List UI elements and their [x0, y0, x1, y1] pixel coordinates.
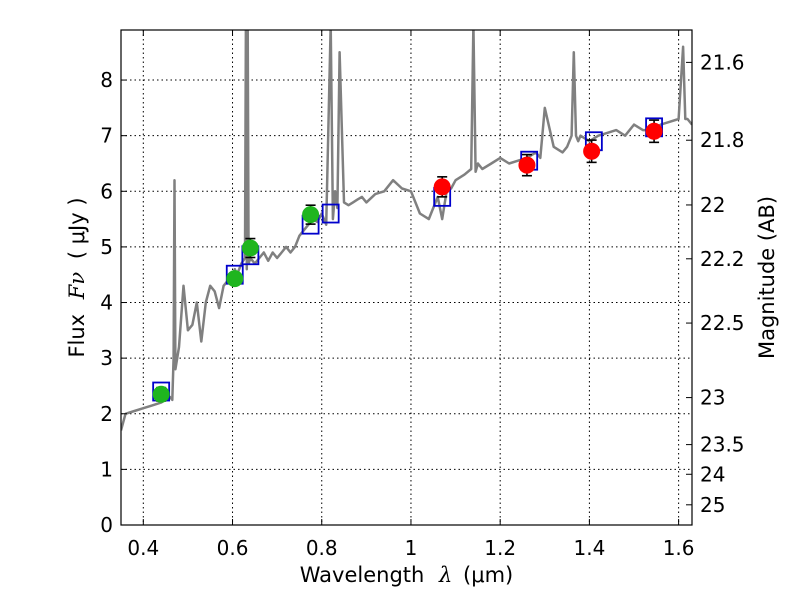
y-axis-label-symbol: Fν [65, 272, 89, 301]
x-tick-label: 0.6 [217, 536, 249, 560]
x-tick-label: 1 [405, 536, 418, 560]
y2-tick-label: 25 [700, 493, 725, 517]
x-tick-label: 1.2 [484, 536, 516, 560]
y-axis-label: Flux Fν ( μJy ) [65, 197, 89, 357]
y-tick-label: 5 [100, 235, 113, 259]
y2-tick-label: 21.6 [700, 50, 745, 74]
y2-tick-label: 22 [700, 193, 725, 217]
y-tick-label: 3 [100, 346, 113, 370]
x-axis-label-text: Wavelength [300, 563, 425, 587]
y-axis-label-text: Flux [65, 314, 89, 358]
optical-data-point [152, 385, 170, 403]
y-tick-label: 2 [100, 402, 113, 426]
x-tick-label: 0.8 [306, 536, 338, 560]
infrared-data-point [583, 142, 601, 160]
x-tick-label: 1.6 [663, 536, 695, 560]
x-tick-label: 1.4 [573, 536, 605, 560]
optical-data-point [302, 206, 320, 224]
y-tick-label: 1 [100, 457, 113, 481]
y2-tick-label: 24 [700, 462, 725, 486]
x-tick-label: 0.4 [127, 536, 159, 560]
optical-data-point [241, 239, 259, 257]
y2-tick-label: 22.5 [700, 311, 745, 335]
model-photometry-square [321, 203, 340, 224]
plot-area [121, 30, 692, 431]
y-tick-label: 7 [100, 124, 113, 148]
infrared-data-point [645, 122, 663, 140]
y2-tick-label: 21.8 [700, 128, 745, 152]
y2-tick-label: 23.5 [700, 433, 745, 457]
plot-frame [120, 29, 693, 526]
x-axis-label-symbol: λ [438, 563, 452, 587]
y2-axis-label: Magnitude (AB) [755, 196, 779, 359]
y-tick-label: 0 [100, 513, 113, 537]
axis-ticks: 0.4 0.6 0.8 1 1.2 1.4 1.601234567821.621.82222… [100, 30, 745, 560]
y-tick-label: 4 [100, 291, 113, 315]
y2-tick-label: 23 [700, 386, 725, 410]
model-spectrum-line [121, 30, 692, 431]
y-axis-label-unit: ( μJy ) [65, 197, 89, 259]
grid [121, 30, 692, 526]
y2-tick-label: 22.2 [700, 247, 745, 271]
optical-data-point [226, 270, 244, 288]
x-axis-label-unit: (μm) [463, 563, 513, 587]
y-tick-label: 6 [100, 179, 113, 203]
infrared-data-point [433, 178, 451, 196]
y-tick-label: 8 [100, 68, 113, 92]
x-axis-label: Wavelength λ (μm) [300, 563, 513, 587]
infrared-data-point [518, 156, 536, 174]
